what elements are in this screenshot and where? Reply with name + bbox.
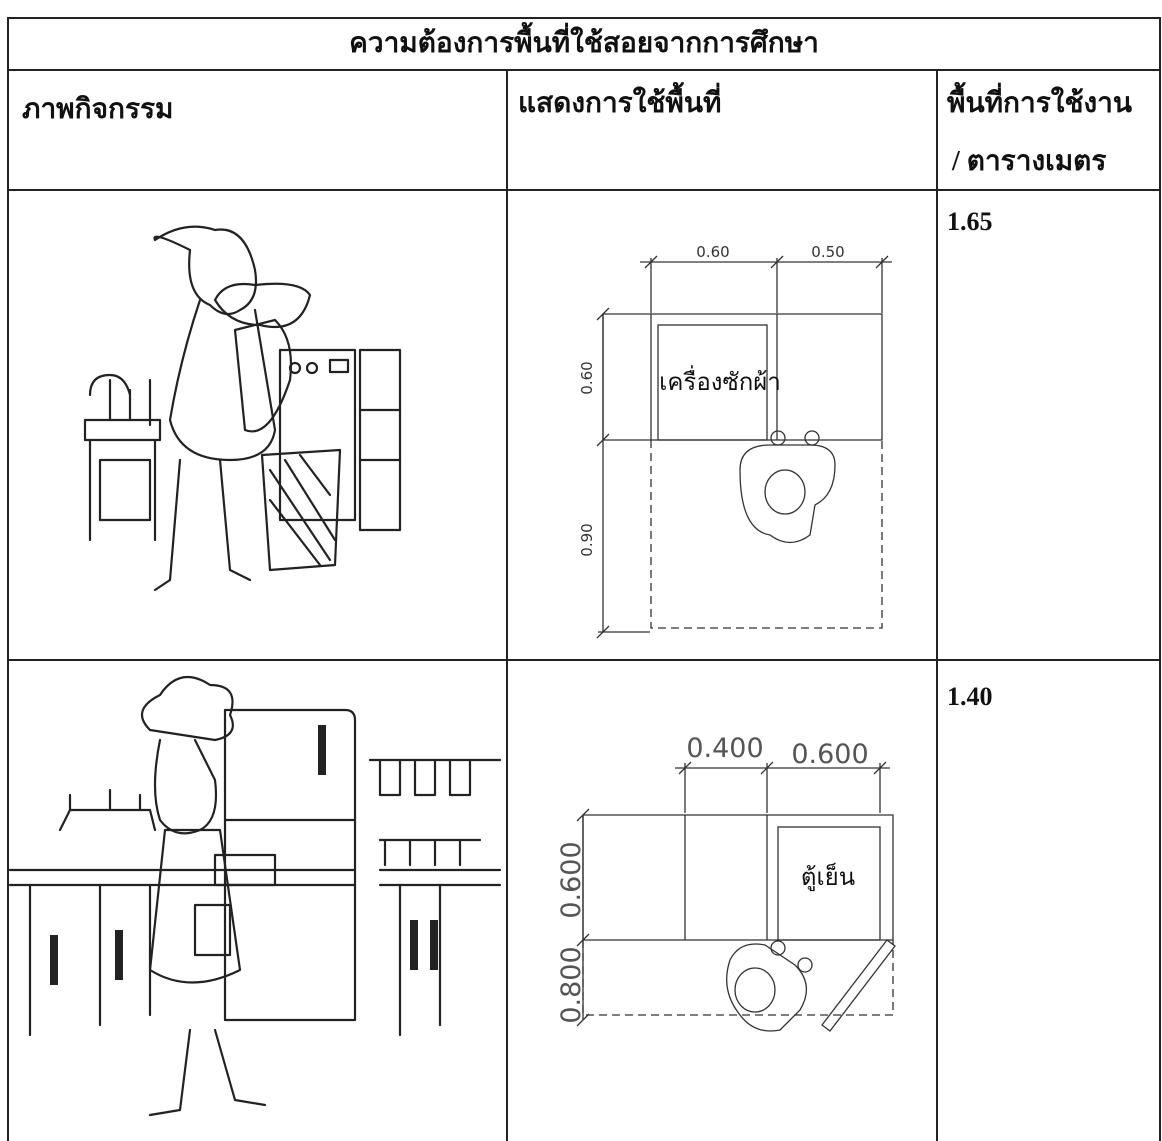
dimension-label: 0.50 (811, 243, 844, 261)
plan-washing-machine: 0.60 0.50 0.60 0.90 เครื่องซักผ้า (578, 243, 892, 639)
area-value: 1.65 (947, 207, 993, 236)
dimension-label: 0.600 (556, 841, 587, 918)
header-cell: แสดงการใช้พื้นที่ (518, 81, 721, 119)
header-cell: ภาพกิจกรรม (22, 94, 173, 125)
dimension-label: 0.600 (791, 739, 868, 770)
illustration-kitchen (8, 675, 502, 1117)
dimension-label: 0.800 (556, 946, 587, 1023)
table-title: ความต้องการพื้นที่ใช้สอยจากการศึกษา (349, 21, 819, 59)
dimension-label: 0.60 (578, 361, 596, 394)
dimension-label: 0.60 (696, 243, 729, 261)
header-cell: / ตารางเมตร (951, 146, 1106, 177)
fixture-label: เครื่องซักผ้า (659, 365, 781, 396)
dimension-label: 0.90 (578, 523, 596, 556)
table-border (7, 17, 1161, 1141)
area-value: 1.40 (947, 682, 993, 711)
illustration-laundry (83, 225, 402, 592)
header-cell: พื้นที่การใช้งาน (947, 81, 1132, 119)
plan-refrigerator: 0.400 0.600 0.600 0.800 ตู้เย็น (556, 733, 896, 1032)
fixture-label: ตู้เย็น (801, 862, 855, 892)
dimension-label: 0.400 (686, 733, 763, 764)
